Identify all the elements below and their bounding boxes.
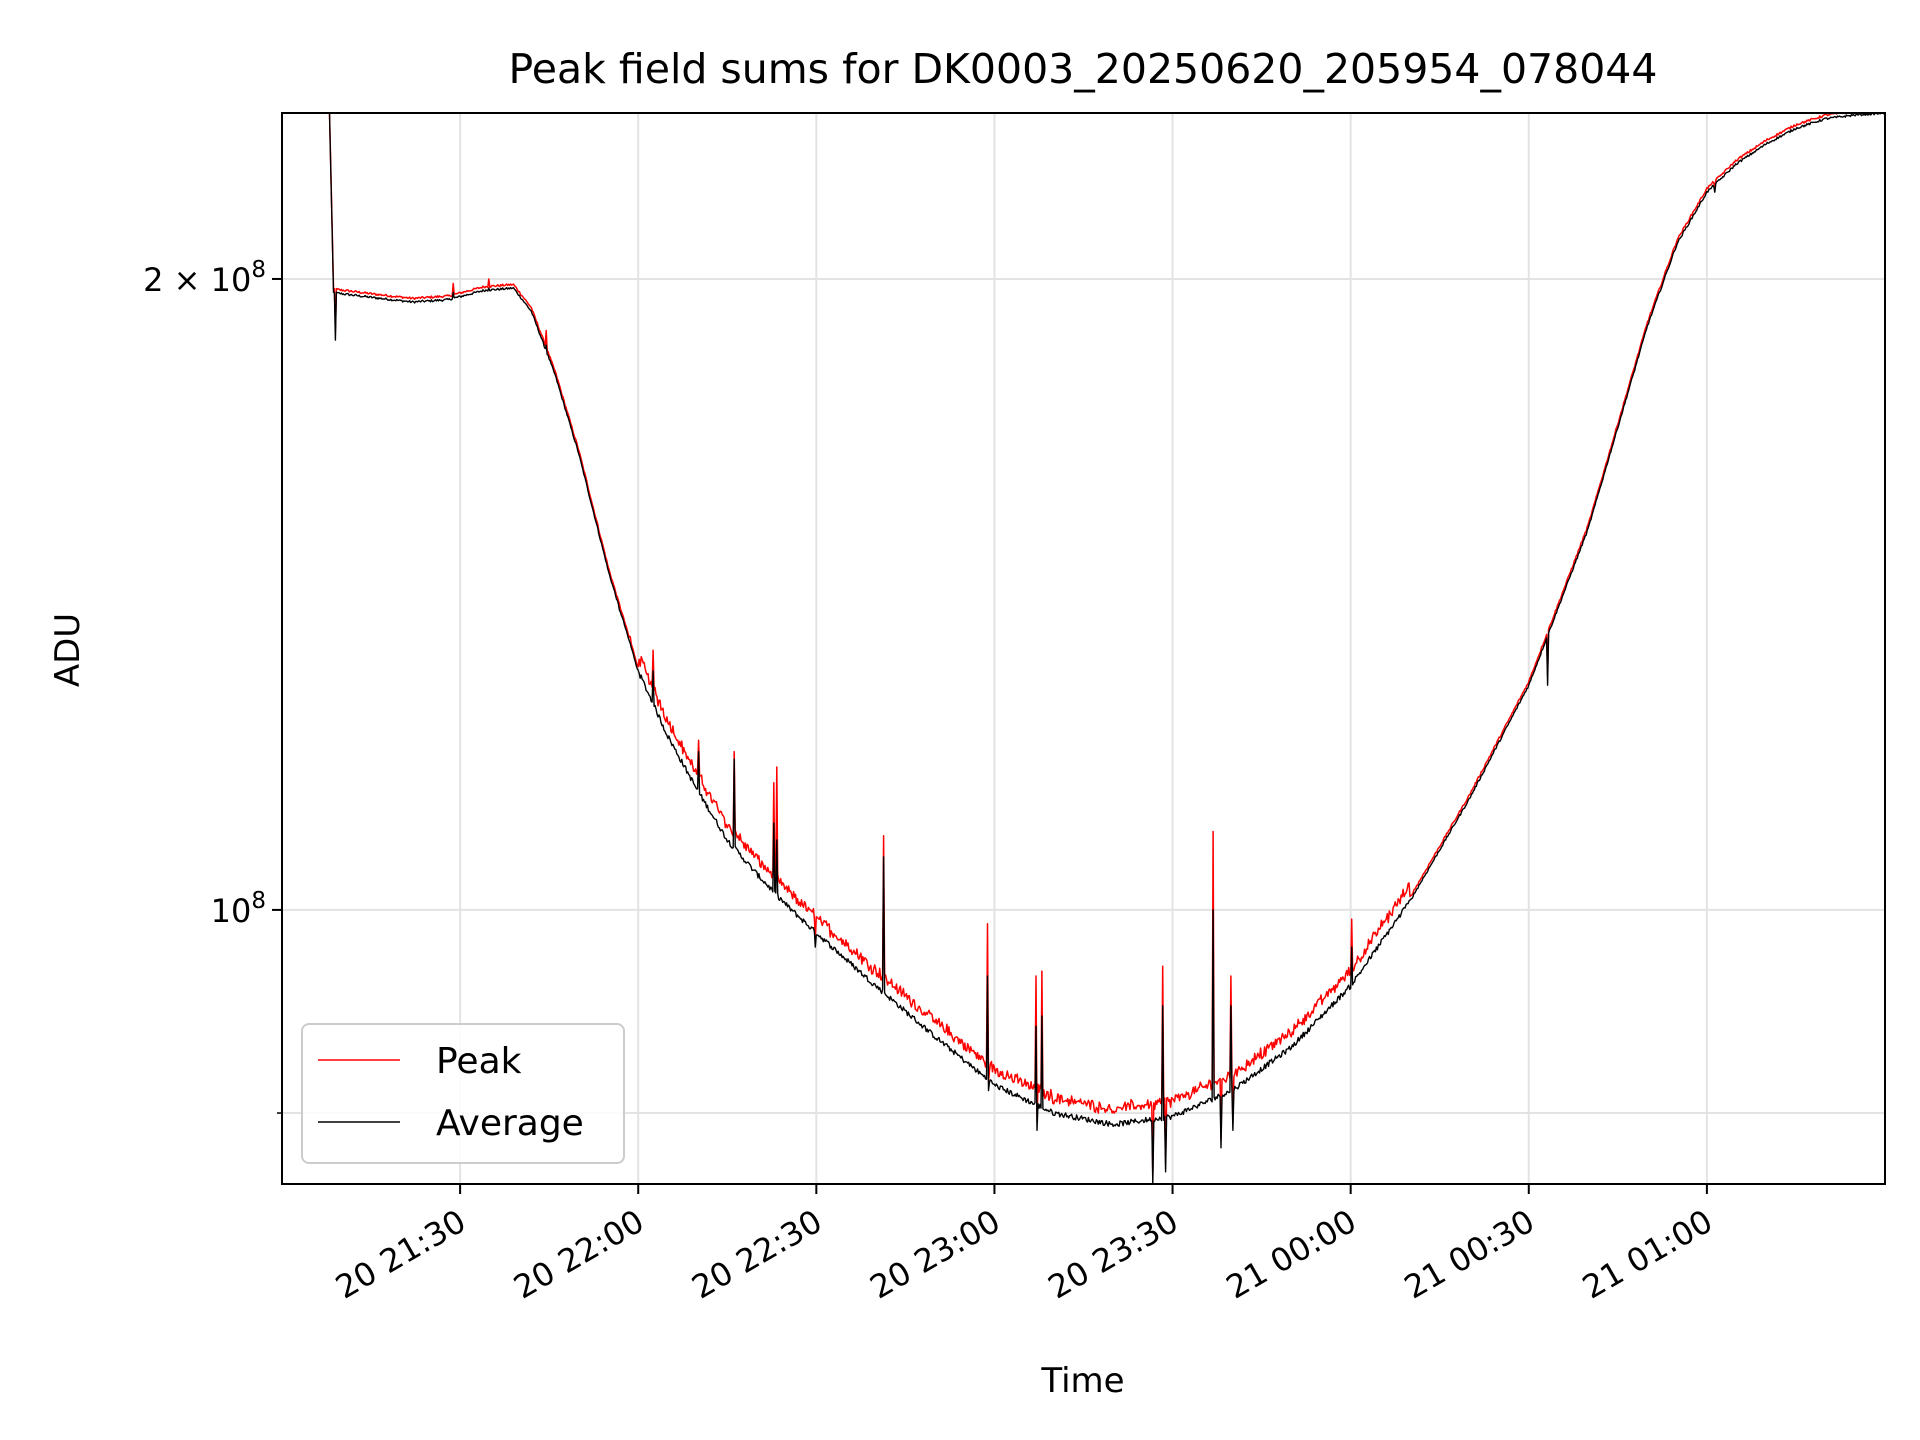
legend: Peak Average (301, 1023, 625, 1164)
y-tick-label: 2 × 108 (143, 257, 266, 299)
chart-title: Peak field sums for DK0003_20250620_2059… (509, 45, 1658, 93)
y-axis-title: ADU (48, 613, 88, 687)
legend-box (301, 1023, 625, 1164)
series-lines (328, 112, 1885, 1185)
y-axis: 108 2 × 108 (143, 257, 282, 1114)
series-line-peak (328, 112, 1885, 1176)
legend-label-peak: Peak (436, 1041, 522, 1082)
legend-label-average: Average (436, 1103, 584, 1144)
y-tick-label: 108 (211, 888, 266, 930)
x-axis-title: Time (1040, 1361, 1124, 1401)
plot-frame (281, 112, 1886, 1185)
series-line-average (328, 112, 1885, 1185)
